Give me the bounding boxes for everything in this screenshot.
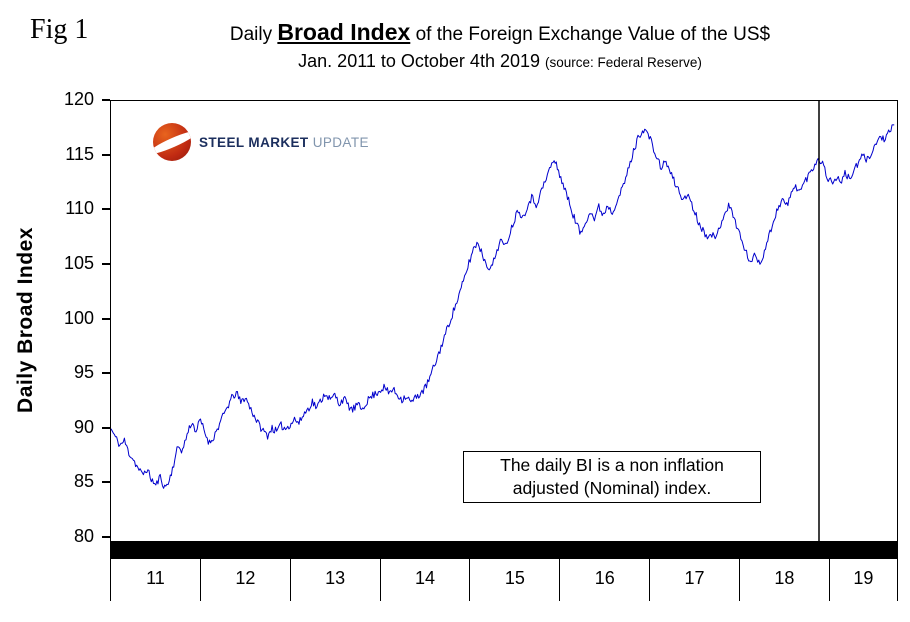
annotation-line1: The daily BI is a non inflation	[500, 455, 724, 475]
y-axis: 80 85 90 95 100 105 110 115 120	[0, 89, 110, 546]
y-tick-label: 85	[73, 471, 94, 492]
x-tick-cell: 18	[739, 559, 829, 601]
x-axis-bar	[110, 541, 898, 559]
annotation-line2: adjusted (Nominal) index.	[512, 478, 712, 498]
y-tick-mark	[102, 536, 110, 538]
annotation-box: The daily BI is a non inflation adjusted…	[463, 451, 761, 503]
y-tick-mark	[102, 426, 110, 429]
y-tick-label: 120	[63, 89, 94, 109]
y-tick-mark	[102, 153, 110, 156]
y-tick-label: 95	[73, 362, 94, 383]
logo-swoosh-icon	[153, 127, 191, 158]
broad-index-line	[111, 124, 895, 489]
title-line2: Jan. 2011 to October 4th 2019 (source: F…	[110, 50, 890, 73]
y-tick-mark	[102, 317, 110, 320]
x-tick-cell: 13	[289, 559, 380, 601]
y-tick-label: 105	[63, 252, 94, 273]
title-emphasis: Broad Index	[277, 19, 411, 45]
y-tick-label: 80	[73, 526, 94, 546]
subtitle: Jan. 2011 to October 4th 2019	[298, 50, 540, 71]
title-line1: Daily Broad Index of the Foreign Exchang…	[110, 18, 890, 47]
x-tick-cell: 19	[828, 559, 898, 601]
y-tick-label: 115	[65, 143, 94, 164]
chart-title: Daily Broad Index of the Foreign Exchang…	[110, 18, 890, 72]
y-tick-mark	[102, 481, 110, 484]
logo-word-update: UPDATE	[312, 134, 369, 150]
logo-ball-icon	[153, 123, 191, 161]
title-suffix: of the Foreign Exchange Value of the US$	[410, 24, 771, 45]
logo-text: STEEL MARKET UPDATE	[199, 135, 369, 150]
y-tick-mark	[102, 372, 110, 375]
y-tick-mark	[102, 99, 110, 101]
x-tick-cell: 12	[199, 559, 290, 601]
x-tick-cell: 11	[110, 559, 200, 601]
x-axis: 11 12 13 14 15 16 17 18 19	[110, 559, 898, 601]
y-tick-label: 100	[63, 307, 94, 328]
figure-number: Fig 1	[30, 14, 89, 45]
logo-word-market: MARKET	[248, 134, 309, 150]
steel-market-update-logo: STEEL MARKET UPDATE	[153, 123, 369, 161]
x-tick-cell: 15	[469, 559, 559, 601]
x-tick-cell: 14	[379, 559, 470, 601]
y-tick-label: 110	[65, 198, 94, 219]
y-tick-mark	[102, 208, 110, 211]
source-note: (source: Federal Reserve)	[545, 54, 702, 70]
logo-word-steel: STEEL	[199, 134, 245, 150]
y-tick-label: 90	[73, 416, 94, 437]
x-tick-cell: 16	[559, 559, 649, 601]
y-tick-mark	[102, 262, 110, 265]
x-tick-cell: 17	[649, 559, 739, 601]
chart-svg	[111, 101, 895, 541]
plot-area: STEEL MARKET UPDATE The daily BI is a no…	[110, 100, 898, 541]
title-prefix: Daily	[229, 24, 278, 45]
